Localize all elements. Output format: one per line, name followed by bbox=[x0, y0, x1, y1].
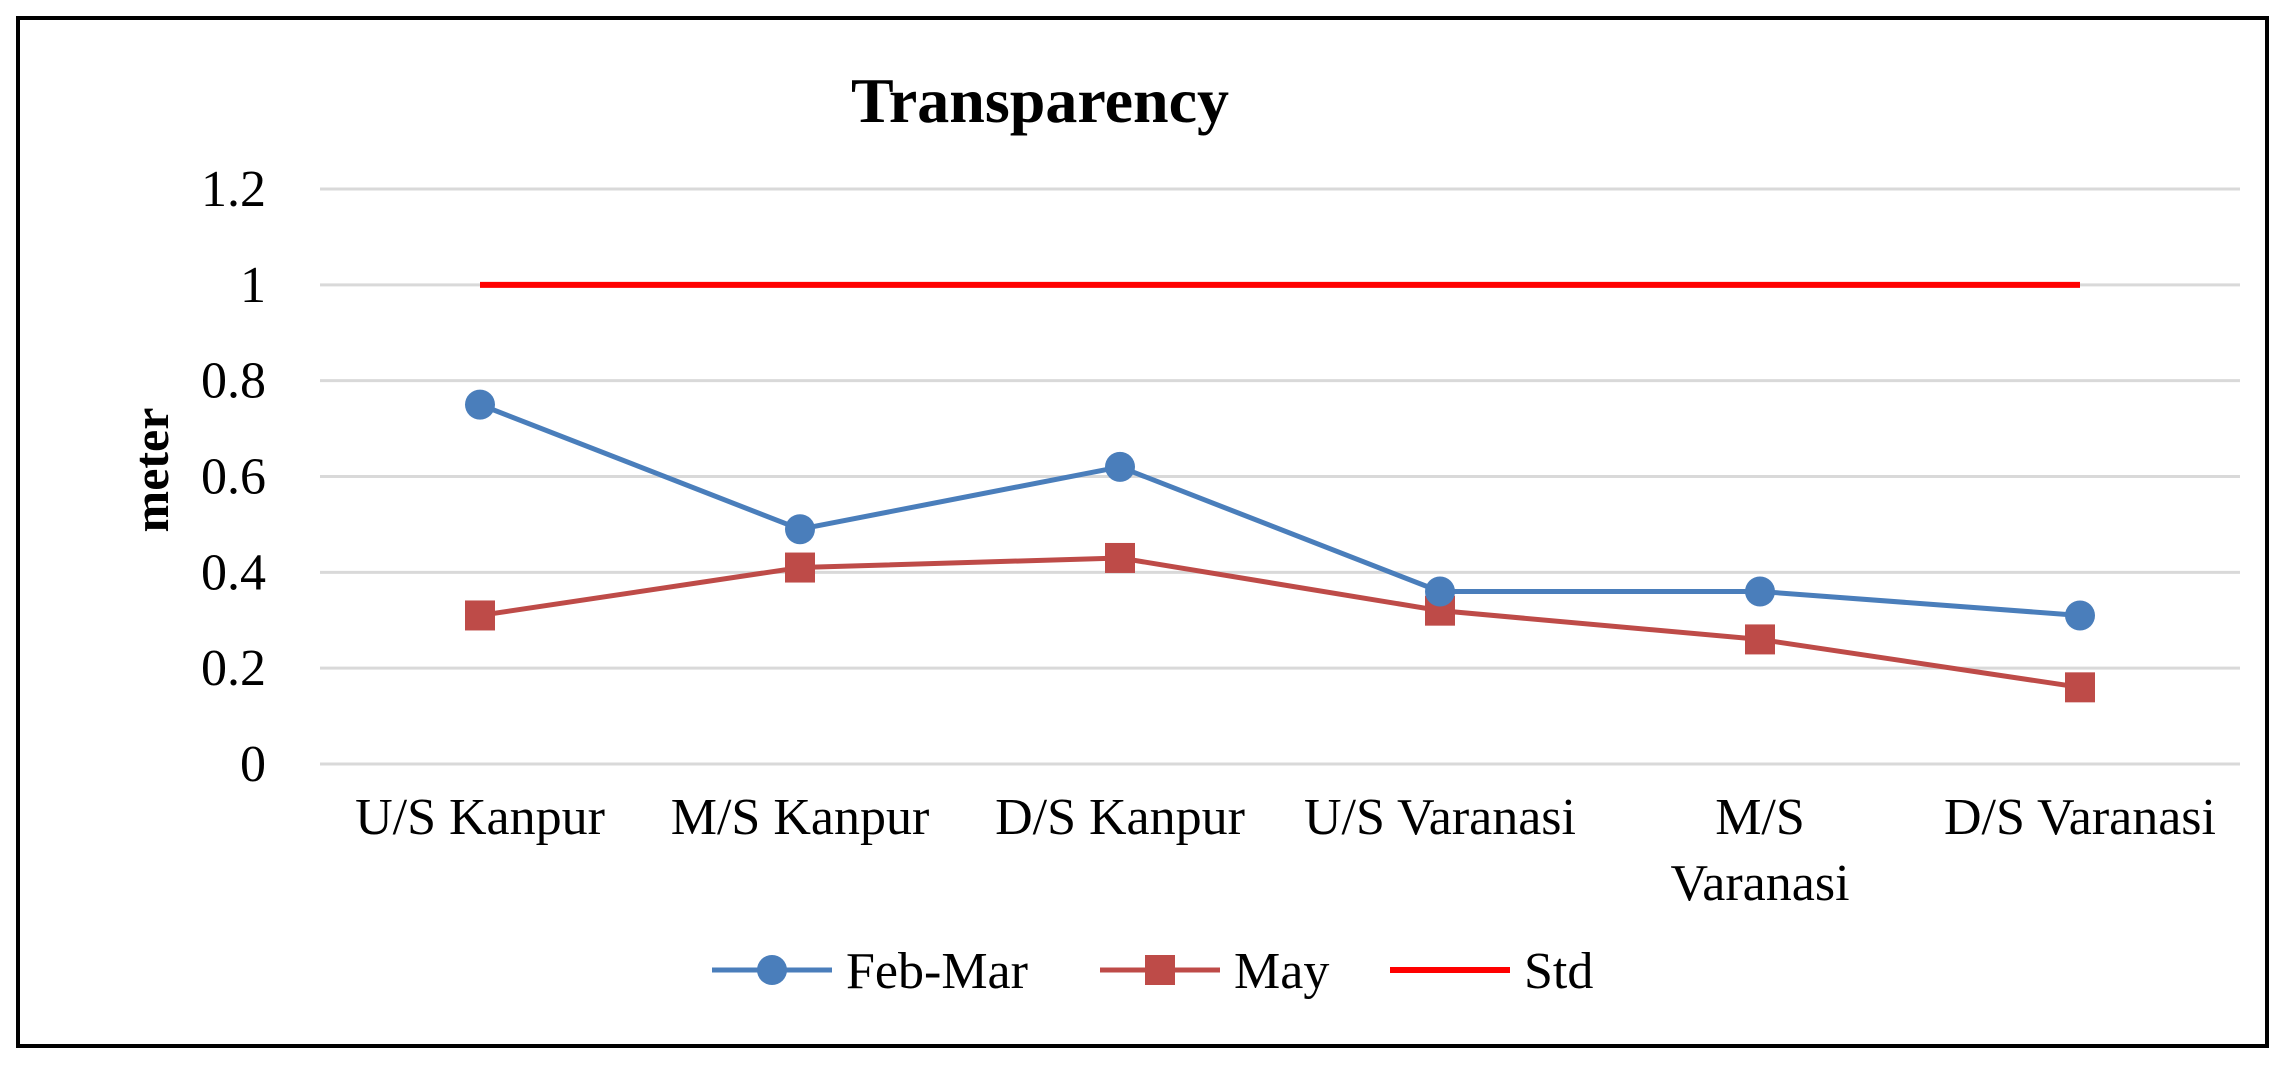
y-tick-label: 0.8 bbox=[201, 353, 266, 410]
data-point bbox=[465, 389, 495, 420]
x-tick-label: M/S Kanpur bbox=[671, 789, 930, 846]
y-tick-label: 0.4 bbox=[201, 544, 266, 601]
x-tick-label-line: D/S Kanpur bbox=[995, 789, 1245, 846]
legend-label: Std bbox=[1524, 943, 1593, 1000]
x-tick-label-line: M/S bbox=[1715, 789, 1805, 846]
grid-lines bbox=[320, 187, 2240, 766]
y-tick-label: 1.2 bbox=[201, 161, 266, 218]
x-tick-label-line: M/S Kanpur bbox=[671, 789, 930, 846]
data-point bbox=[2065, 672, 2095, 703]
y-tick-label: 0 bbox=[240, 736, 266, 793]
chart-title: Transparency bbox=[851, 65, 1229, 136]
legend-label: Feb-Mar bbox=[846, 943, 1028, 1000]
data-point bbox=[1425, 576, 1455, 607]
data-point bbox=[1745, 576, 1775, 607]
chart-svg: Transparency meter 0 0.2 0.4 0.6 0.8 1 1.2 U/S… bbox=[123, 65, 2240, 1000]
x-tick-label: D/S Varanasi bbox=[1944, 789, 2216, 846]
data-point bbox=[465, 600, 495, 631]
series-layer bbox=[465, 281, 2095, 703]
x-tick-label-line: U/S Kanpur bbox=[355, 789, 605, 846]
y-tick-labels: 0 0.2 0.4 0.6 0.8 1 1.2 bbox=[201, 161, 266, 793]
series-line bbox=[479, 402, 2081, 618]
data-point bbox=[2065, 600, 2095, 631]
y-tick-label: 0.6 bbox=[201, 449, 266, 506]
y-tick-label: 1 bbox=[240, 257, 266, 314]
y-tick-label: 0.2 bbox=[201, 640, 266, 697]
legend-item: May bbox=[1100, 943, 1329, 1000]
data-point bbox=[1105, 542, 1135, 573]
legend: Feb-Mar May Std bbox=[712, 943, 1593, 1000]
data-point bbox=[1105, 451, 1135, 482]
legend-item: Std bbox=[1390, 943, 1593, 1000]
series-line bbox=[479, 555, 2081, 690]
x-tick-label-line: U/S Varanasi bbox=[1304, 789, 1576, 846]
x-tick-label-line: D/S Varanasi bbox=[1944, 789, 2216, 846]
x-tick-label: U/S Kanpur bbox=[355, 789, 605, 846]
data-point bbox=[1745, 624, 1775, 655]
chart-frame: Transparency meter 0 0.2 0.4 0.6 0.8 1 1.2 U/S… bbox=[16, 16, 2269, 1048]
series-may bbox=[465, 542, 2095, 703]
legend-marker bbox=[1145, 955, 1175, 985]
x-tick-label: M/S Varanasi bbox=[1670, 789, 1849, 912]
legend-label: May bbox=[1234, 943, 1329, 1000]
legend-marker bbox=[757, 955, 787, 985]
x-tick-label-line: Varanasi bbox=[1670, 855, 1849, 912]
series-feb-mar bbox=[465, 389, 2095, 631]
x-tick-labels: U/S Kanpur M/S Kanpur D/S Kanpur U/S Varana… bbox=[355, 789, 2216, 912]
data-point bbox=[785, 514, 815, 545]
x-tick-label: D/S Kanpur bbox=[995, 789, 1245, 846]
y-axis-label: meter bbox=[123, 408, 179, 533]
x-tick-label: U/S Varanasi bbox=[1304, 789, 1576, 846]
data-point bbox=[785, 552, 815, 583]
legend-item: Feb-Mar bbox=[712, 943, 1028, 1000]
